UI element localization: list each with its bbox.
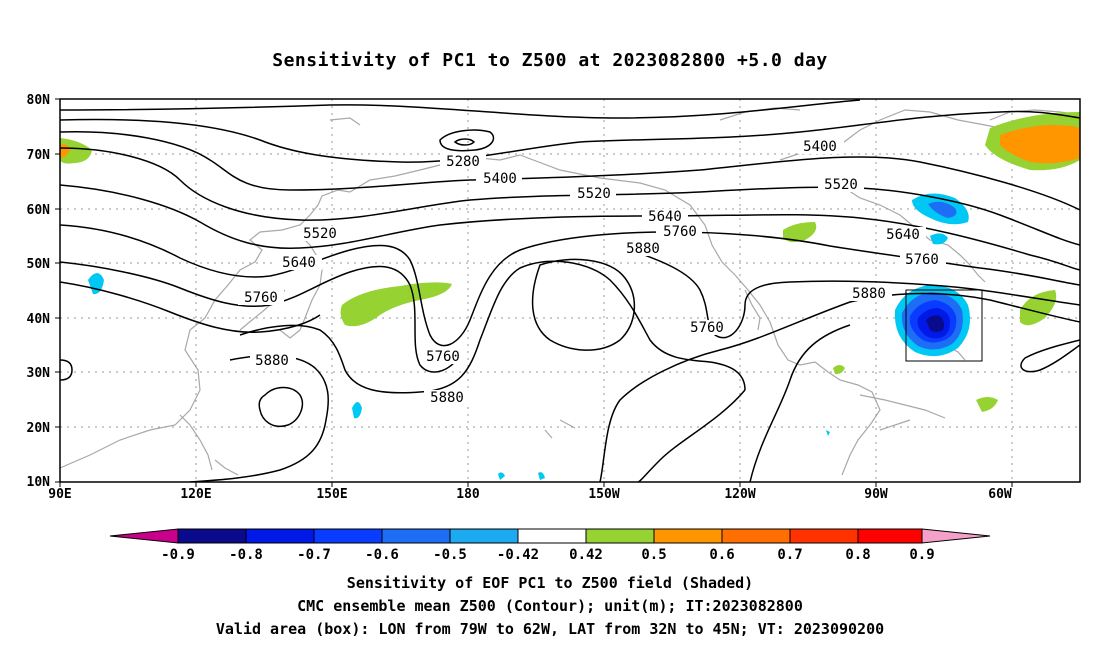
positive-region: [1000, 125, 1080, 164]
contour-label: 5640: [648, 209, 682, 225]
plot-frame: [59, 98, 1081, 483]
contour-label: 5760: [244, 290, 278, 306]
colorbar-swatch: [653, 528, 723, 544]
map-title: Sensitivity of PC1 to Z500 at 2023082800…: [272, 50, 828, 71]
colorbar-label: 0.8: [845, 547, 870, 563]
contour-label: 5520: [824, 177, 858, 193]
contour-label: 5760: [905, 252, 939, 268]
lon-label: 180: [456, 487, 480, 502]
lon-label: 90E: [48, 487, 71, 502]
contour-label: 5640: [282, 255, 316, 271]
colorbar-swatch: [313, 528, 383, 544]
positive-region: [60, 138, 92, 164]
colorbar-swatch: [721, 528, 791, 544]
lon-label: 150E: [316, 487, 347, 502]
lat-label: 80N: [27, 93, 51, 108]
caption-valid-area: Valid area (box): LON from 79W to 62W, L…: [215, 620, 885, 638]
contour-label: 5640: [886, 227, 920, 243]
colorbar: [109, 528, 991, 544]
contour-label: 5880: [852, 286, 886, 302]
negative-region: [928, 201, 957, 218]
lat-label: 20N: [27, 421, 51, 436]
latitude-labels: 80N 70N 60N 50N 40N 30N 20N 10N: [27, 93, 51, 490]
contour-labels: 5280 5400 5520 5640 5760 5880 5400 5520 …: [238, 139, 946, 406]
colorbar-swatch: [517, 528, 587, 544]
colorbar-label: 0.42: [569, 547, 603, 563]
lon-label: 150W: [588, 487, 619, 502]
sensitivity-shading: [60, 112, 1080, 480]
valid-area-box: [905, 289, 983, 362]
contour-label: 5520: [577, 186, 611, 202]
colorbar-label: 0.5: [641, 547, 666, 563]
colorbar-labels: -0.9 -0.8 -0.7 -0.6 -0.5 -0.42 0.42 0.5 …: [161, 547, 935, 563]
colorbar-label: -0.7: [297, 547, 331, 563]
colorbar-swatch: [857, 528, 923, 544]
longitude-labels: 90E 120E 150E 180 150W 120W 90W 60W: [48, 487, 1012, 502]
contour-label: 5520: [303, 226, 337, 242]
negative-region: [930, 233, 948, 245]
colorbar-label: -0.5: [433, 547, 467, 563]
lat-label: 30N: [27, 366, 51, 381]
contour-label: 5400: [483, 171, 517, 187]
negative-region: [826, 430, 830, 436]
lat-label: 60N: [27, 203, 51, 218]
colorbar-swatch: [381, 528, 451, 544]
colorbar-label: -0.9: [161, 547, 195, 563]
contour-label: 5760: [663, 224, 697, 240]
colorbar-label: 0.9: [909, 547, 934, 563]
negative-region: [352, 402, 362, 419]
positive-region: [1020, 290, 1057, 326]
colorbar-swatch: [245, 528, 315, 544]
lat-label: 70N: [27, 148, 51, 163]
colorbar-swatch: [177, 528, 247, 544]
caption-shading: Sensitivity of EOF PC1 to Z500 field (Sh…: [346, 574, 754, 592]
contour-label: 5280: [446, 154, 480, 170]
caption-contour: CMC ensemble mean Z500 (Contour); unit(m…: [297, 597, 803, 615]
colorbar-label: -0.6: [365, 547, 399, 563]
lon-label: 120E: [180, 487, 211, 502]
negative-region: [498, 472, 505, 480]
lat-label: 40N: [27, 312, 51, 327]
colorbar-swatch: [449, 528, 519, 544]
colorbar-label: 0.7: [777, 547, 802, 563]
positive-region: [976, 397, 998, 412]
colorbar-label: -0.8: [229, 547, 263, 563]
lat-label: 10N: [27, 475, 51, 490]
contour-label: 5880: [430, 390, 464, 406]
contour-label: 5400: [803, 139, 837, 155]
contour-label: 5880: [626, 241, 660, 257]
negative-region: [88, 273, 104, 295]
colorbar-label: 0.6: [709, 547, 734, 563]
positive-region: [340, 282, 452, 327]
negative-region: [926, 315, 944, 332]
lon-label: 90W: [864, 487, 888, 502]
negative-region: [538, 472, 545, 480]
lon-label: 60W: [988, 487, 1012, 502]
colorbar-swatch: [921, 528, 991, 544]
colorbar-label: -0.42: [497, 547, 539, 563]
positive-region: [833, 365, 845, 375]
axis-ticks: [55, 98, 1013, 487]
colorbar-swatch: [585, 528, 655, 544]
colorbar-swatch: [789, 528, 859, 544]
lon-label: 120W: [724, 487, 755, 502]
lat-label: 50N: [27, 257, 51, 272]
contour-label: 5880: [255, 353, 289, 369]
colorbar-swatch: [109, 528, 179, 544]
positive-region: [783, 222, 817, 243]
contour-label: 5760: [690, 320, 724, 336]
contour-label: 5760: [426, 349, 460, 365]
